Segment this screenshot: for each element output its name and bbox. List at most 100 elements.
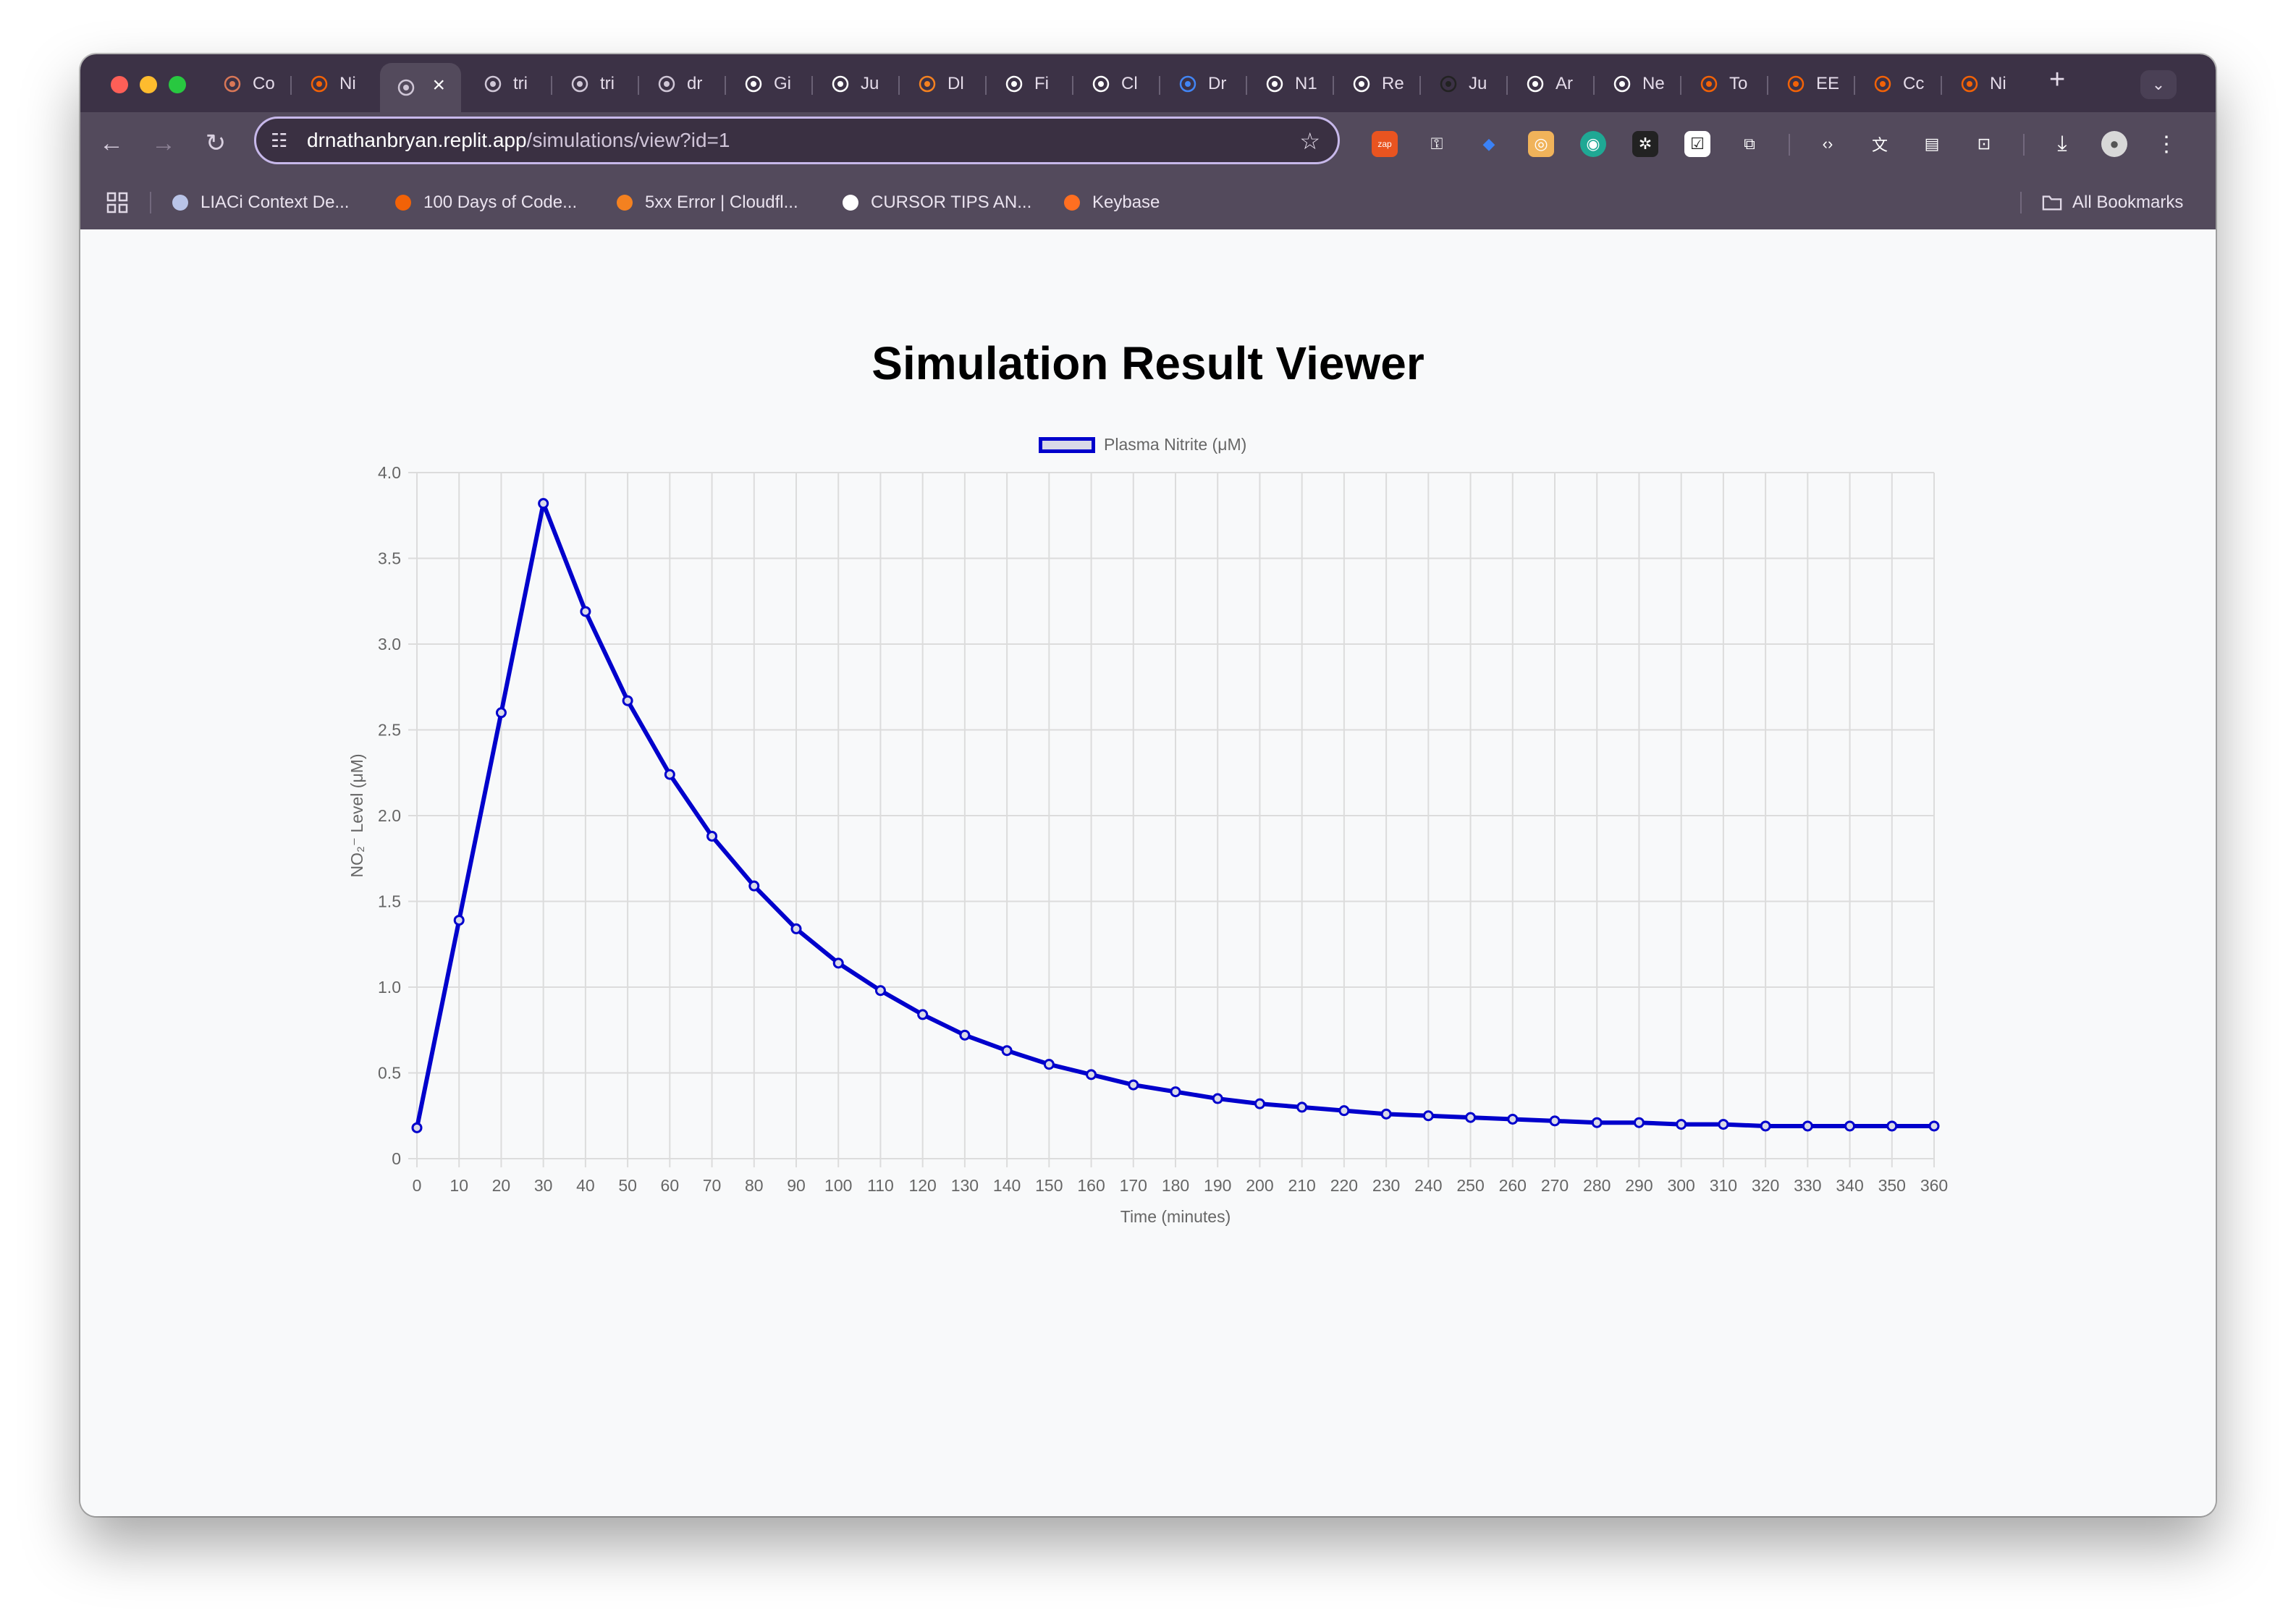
browser-tab[interactable]: Gi (727, 63, 814, 105)
x-tick-label: 20 (492, 1176, 511, 1195)
checkbox-extension-icon[interactable]: ☑ (1684, 131, 1710, 157)
x-tick-label: 350 (1878, 1176, 1906, 1195)
document-icon (840, 193, 861, 213)
extensions-puzzle-icon[interactable]: ⧉ (1744, 135, 1755, 153)
data-point (832, 957, 844, 969)
x-tick-label: 70 (703, 1176, 722, 1195)
bookmark-item[interactable]: 100 Days of Code... (393, 190, 577, 215)
screenshot-icon[interactable]: ⊡ (1977, 135, 1991, 153)
x-tick-label: 30 (534, 1176, 553, 1195)
cloudflare-icon (917, 74, 937, 94)
browser-tab[interactable]: Ni (293, 63, 380, 105)
chart-legend[interactable]: Plasma Nitrite (μM) (1039, 435, 1246, 454)
url-text[interactable]: drnathanbryan.replit.app/simulations/vie… (307, 129, 730, 152)
x-tick-label: 280 (1583, 1176, 1611, 1195)
browser-tab[interactable]: N1 (1249, 63, 1335, 105)
browser-tab[interactable]: Ni (1943, 63, 2030, 105)
tab-search-button[interactable]: ⌄ (2140, 70, 2177, 99)
amazon-icon (1525, 74, 1545, 94)
x-tick-label: 270 (1541, 1176, 1569, 1195)
toolbar-divider (2023, 134, 2025, 156)
google-icon (1178, 74, 1198, 94)
all-bookmarks-label: All Bookmarks (2072, 193, 2184, 212)
tab-title: Ne (1642, 74, 1665, 93)
devtools-code-icon[interactable]: ‹› (1822, 135, 1833, 153)
browser-tab[interactable]: Cc (1857, 63, 1943, 105)
browser-tab[interactable]: Dl (901, 63, 988, 105)
avatar-icon (170, 193, 190, 213)
address-bar[interactable]: ☷ drnathanbryan.replit.app/simulations/v… (254, 117, 1340, 164)
data-point (1844, 1120, 1856, 1132)
tab-divider (290, 76, 292, 95)
browser-tab[interactable]: × (380, 63, 461, 112)
bookmark-item[interactable]: LIACi Context De... (170, 190, 349, 215)
browser-tab[interactable]: Ne (1596, 63, 1683, 105)
close-window-button[interactable] (111, 76, 128, 93)
y-tick-label: 0 (392, 1149, 401, 1168)
tab-divider (1506, 76, 1508, 95)
tab-title: Cl (1121, 74, 1138, 93)
x-tick-label: 360 (1920, 1176, 1948, 1195)
page-title: Simulation Result Viewer (871, 337, 1425, 389)
browser-tab[interactable]: Dr (1162, 63, 1249, 105)
back-button[interactable]: ← (99, 129, 124, 157)
new-tab-button[interactable]: + (2049, 64, 2066, 95)
browser-tab[interactable]: Co (206, 63, 293, 105)
claude-icon (222, 74, 242, 94)
browser-tab[interactable]: EE (1770, 63, 1857, 105)
nitrite-line-chart: 0 10 20 30 40 50 60 70 80 90 100 110 120 130 140 150 160… (347, 463, 1948, 1226)
bookmarks-divider (2020, 192, 2022, 213)
minimize-window-button[interactable] (140, 76, 157, 93)
bookmark-star-icon[interactable]: ☆ (1299, 128, 1320, 154)
browser-tab[interactable]: Fi (988, 63, 1075, 105)
browser-tab[interactable]: tri (467, 63, 554, 105)
tag-extension-icon[interactable]: ◆ (1482, 135, 1495, 153)
tab-title: Dl (947, 74, 964, 93)
orange-extension-icon[interactable]: ◎ (1528, 131, 1554, 157)
toolbar-divider (1789, 134, 1790, 156)
bookmark-item[interactable]: CURSOR TIPS AN... (840, 190, 1031, 215)
x-tick-label: 140 (993, 1176, 1021, 1195)
browser-tab[interactable]: Ar (1509, 63, 1596, 105)
profile-avatar[interactable]: ● (2101, 131, 2127, 157)
openai-extension-icon[interactable]: ✲ (1632, 131, 1658, 157)
browser-tab[interactable]: To (1683, 63, 1770, 105)
bookmark-label: Keybase (1092, 193, 1160, 212)
browser-tab[interactable]: Ju (814, 63, 901, 105)
browser-tab[interactable]: Re (1335, 63, 1422, 105)
browser-tab[interactable]: Cl (1075, 63, 1162, 105)
key-extension-icon[interactable]: ⚿ (1430, 135, 1443, 153)
browser-tab[interactable]: dr (641, 63, 727, 105)
zapier-extension-icon[interactable]: zap (1372, 131, 1398, 157)
browser-tab[interactable]: tri (554, 63, 641, 105)
chat-extension-icon[interactable]: ◉ (1580, 131, 1606, 157)
all-bookmarks-folder[interactable]: All Bookmarks (2042, 190, 2183, 215)
more-menu-icon[interactable]: ⋮ (2156, 132, 2177, 156)
cloudflare-icon (615, 193, 635, 213)
browser-tab[interactable]: Ju (1422, 63, 1509, 105)
x-tick-label: 120 (908, 1176, 936, 1195)
data-point (1001, 1045, 1013, 1057)
bookmark-item[interactable]: 5xx Error | Cloudfl... (615, 190, 798, 215)
x-tick-label: 320 (1752, 1176, 1779, 1195)
y-tick-label: 0.5 (378, 1064, 401, 1083)
forward-button[interactable]: → (151, 129, 176, 157)
close-tab-icon[interactable]: × (432, 73, 445, 97)
openai-icon (1004, 74, 1024, 94)
tab-title: EE (1816, 74, 1840, 93)
data-point (1422, 1110, 1434, 1122)
replit-icon (309, 74, 329, 94)
site-settings-icon[interactable]: ☷ (271, 129, 288, 151)
reload-button[interactable]: ↻ (205, 130, 227, 157)
y-tick-label: 4.0 (378, 463, 401, 482)
replit-icon (1959, 74, 1980, 94)
side-panel-icon[interactable]: ▤ (1924, 135, 1940, 153)
apps-grid-icon[interactable] (106, 192, 128, 213)
bookmark-item[interactable]: Keybase (1062, 190, 1160, 215)
tab-divider (811, 76, 813, 95)
download-icon[interactable]: ⤓ (2057, 132, 2067, 156)
maximize-window-button[interactable] (169, 76, 186, 93)
y-tick-label: 2.5 (378, 721, 401, 740)
translate-icon[interactable]: 文 (1871, 136, 1888, 154)
data-point (1380, 1108, 1392, 1120)
